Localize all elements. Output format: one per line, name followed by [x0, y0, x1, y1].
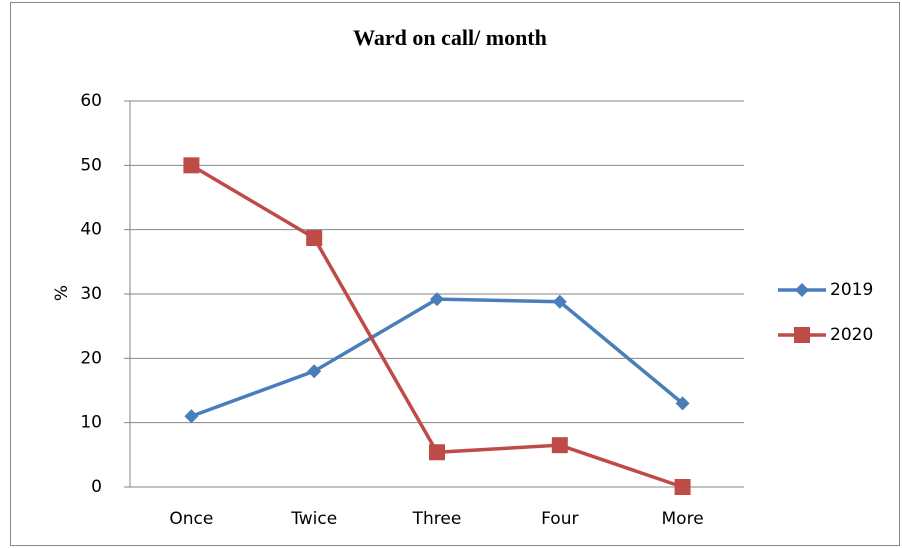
y-tick-label: 60 [80, 91, 102, 111]
chart-title: Ward on call/ month [353, 25, 547, 50]
marker [430, 292, 444, 307]
chart-border [10, 2, 900, 546]
y-tick-label: 50 [80, 155, 102, 175]
y-tick-label: 20 [80, 348, 102, 368]
y-axis-label: % [52, 285, 72, 301]
marker [429, 444, 445, 461]
marker [184, 409, 199, 424]
marker [794, 327, 810, 343]
marker [551, 437, 568, 454]
marker [674, 479, 691, 495]
y-tick-label: 40 [80, 220, 102, 240]
y-tick-label: 10 [80, 413, 102, 433]
marker [307, 364, 322, 379]
marker [552, 294, 567, 309]
marker [183, 157, 200, 174]
x-tick-label: Once [169, 509, 213, 529]
y-tick-label: 30 [80, 284, 102, 304]
x-tick-label: Three [412, 509, 462, 529]
legend-label: 2020 [830, 325, 873, 345]
marker [795, 283, 809, 297]
x-tick-label: More [662, 509, 704, 529]
marker [675, 396, 690, 411]
x-tick-label: Four [541, 509, 578, 529]
y-tick-label: 0 [91, 477, 102, 497]
legend-label: 2019 [830, 280, 873, 300]
marker [306, 230, 323, 247]
x-tick-label: Twice [290, 509, 337, 529]
